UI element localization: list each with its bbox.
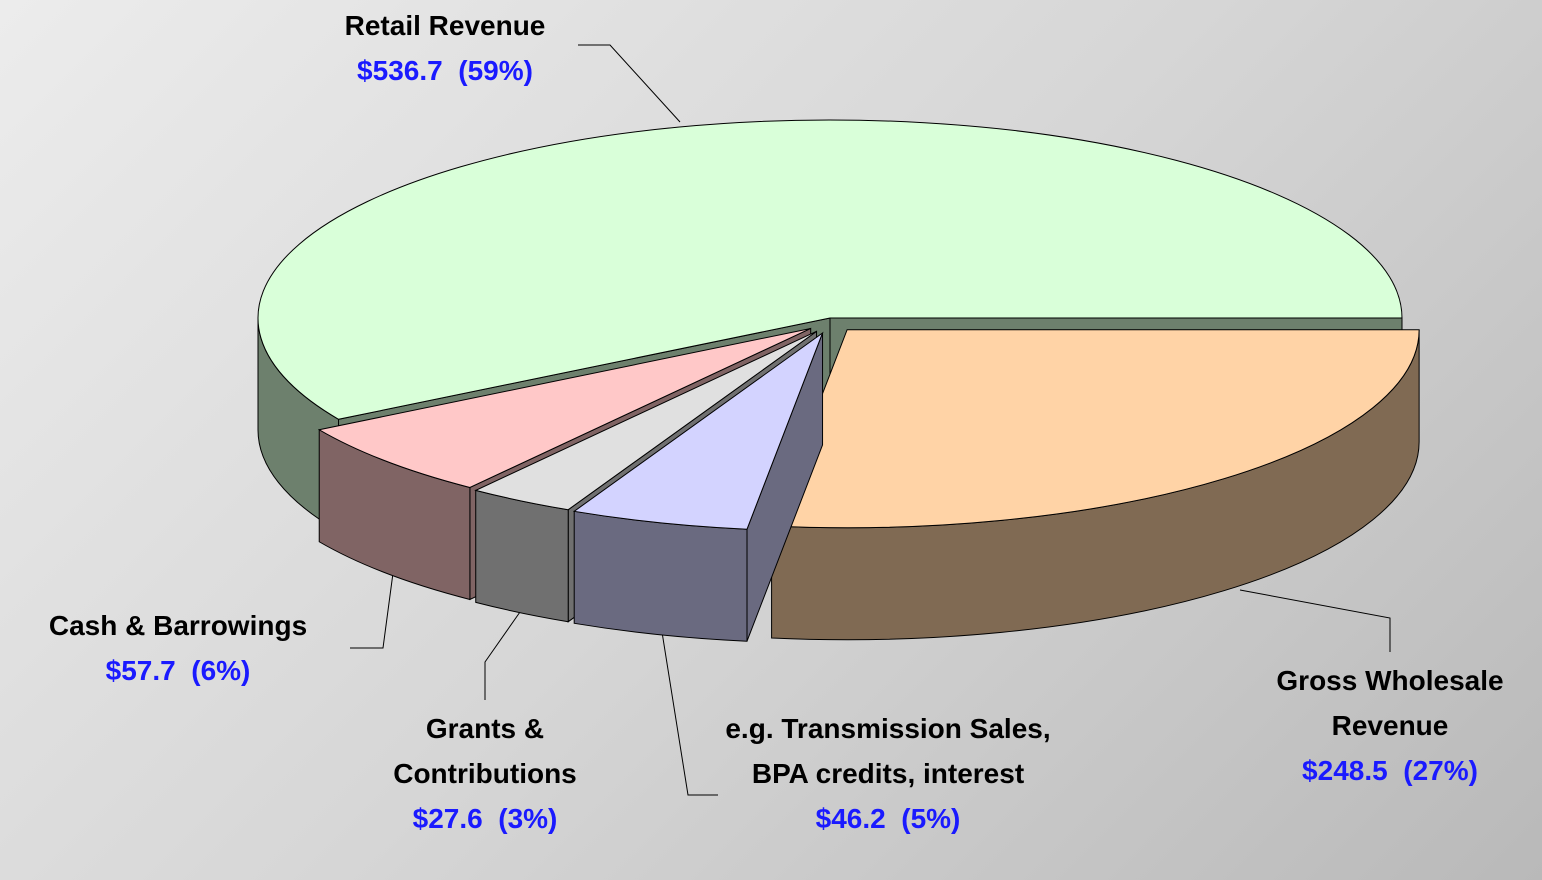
slice-label: Retail Revenue $536.7 (59%) bbox=[245, 3, 645, 93]
slice-wall bbox=[475, 489, 569, 623]
category-label: Gross Wholesale Revenue bbox=[1276, 665, 1504, 741]
leader-line bbox=[578, 44, 681, 123]
slice-label: e.g. Transmission Sales, BPA credits, in… bbox=[708, 706, 1068, 841]
value-label: $57.7 (6%) bbox=[105, 655, 251, 686]
slice-label: Grants & Contributions $27.6 (3%) bbox=[355, 706, 615, 841]
leader-lines bbox=[350, 44, 1391, 796]
leader-line bbox=[1239, 589, 1391, 652]
category-label: Grants & Contributions bbox=[393, 713, 577, 789]
category-label: Retail Revenue bbox=[344, 10, 546, 41]
leader-line bbox=[661, 631, 718, 796]
pie bbox=[257, 119, 1420, 642]
leader-line bbox=[484, 611, 521, 700]
slice-label: Gross Wholesale Revenue $248.5 (27%) bbox=[1240, 658, 1540, 793]
pie-slice bbox=[572, 331, 824, 642]
category-label: e.g. Transmission Sales, BPA credits, in… bbox=[725, 713, 1051, 789]
value-label: $536.7 (59%) bbox=[357, 55, 533, 86]
category-label: Cash & Barrowings bbox=[48, 610, 308, 641]
slice-label: Cash & Barrowings $57.7 (6%) bbox=[0, 603, 356, 693]
value-label: $248.5 (27%) bbox=[1302, 755, 1478, 786]
pie-slice bbox=[770, 329, 1420, 641]
slice-top bbox=[572, 331, 824, 530]
slice-top bbox=[770, 329, 1420, 529]
slice-top bbox=[257, 119, 1403, 420]
value-label: $46.2 (5%) bbox=[815, 803, 961, 834]
slice-top bbox=[317, 327, 811, 489]
slice-top bbox=[474, 330, 817, 511]
value-label: $27.6 (3%) bbox=[412, 803, 558, 834]
leader-line bbox=[350, 572, 394, 649]
slice-wall bbox=[573, 510, 748, 642]
